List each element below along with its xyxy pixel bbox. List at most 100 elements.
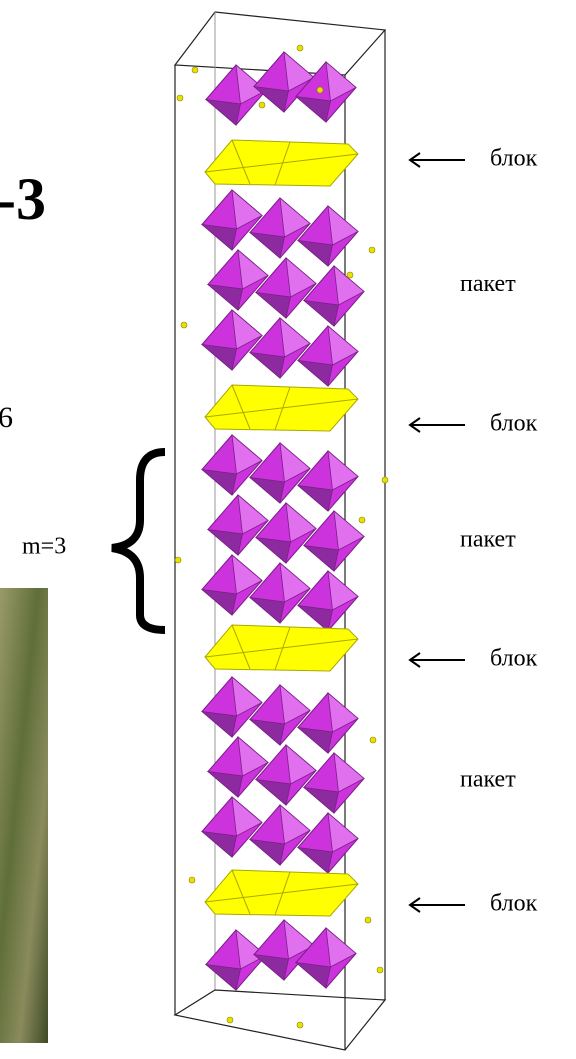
- octahedron-face: [254, 291, 291, 319]
- octahedron-face: [279, 562, 311, 603]
- octahedron-face: [279, 317, 311, 358]
- octahedron-face: [248, 838, 285, 866]
- octahedron-face: [333, 510, 365, 551]
- octahedron-face: [279, 442, 311, 483]
- photo: [0, 588, 48, 1043]
- octahedron-face: [204, 963, 241, 991]
- octahedron-face: [283, 919, 315, 960]
- arrow-head: [408, 652, 421, 668]
- octahedron-face: [206, 770, 243, 798]
- left-number: 6: [0, 401, 13, 434]
- octahedron-face: [333, 752, 365, 793]
- octahedron-face: [327, 325, 359, 366]
- octahedron-face: [200, 588, 237, 616]
- octahedron-face: [294, 95, 331, 123]
- octahedron-face: [237, 249, 269, 290]
- octahedron-face: [248, 351, 285, 379]
- labels: блок блок блок блок пакет пакет пакет: [408, 146, 538, 917]
- atom: [346, 271, 354, 279]
- octahedron-face: [231, 189, 263, 230]
- octahedron-face: [204, 98, 241, 126]
- atom: [364, 916, 372, 924]
- octahedron-face: [248, 476, 285, 504]
- layer-edge: [231, 624, 251, 670]
- layer-edge: [204, 153, 359, 173]
- octahedron-face: [254, 536, 291, 564]
- octahedron-face: [231, 434, 263, 475]
- block-label: блок: [490, 411, 538, 437]
- octahedron-face: [231, 676, 263, 717]
- octahedron-face: [200, 223, 237, 251]
- atom: [226, 1016, 234, 1024]
- atom: [296, 1021, 304, 1029]
- layer-edge: [274, 386, 291, 431]
- atom: [368, 246, 376, 254]
- atom: [376, 966, 384, 974]
- octahedron-face: [327, 570, 359, 611]
- block-label: блок: [490, 891, 538, 917]
- layer-edge: [204, 883, 359, 903]
- octahedron-face: [327, 692, 359, 733]
- octahedron-face: [248, 596, 285, 624]
- octahedron-face: [206, 528, 243, 556]
- octahedron-face: [200, 830, 237, 858]
- crystal-structure: [173, 11, 389, 1051]
- octahedron-face: [327, 812, 359, 853]
- octahedron-face: [235, 64, 267, 105]
- arrow-head: [408, 417, 421, 433]
- atom: [258, 101, 266, 109]
- octahedron-face: [325, 61, 357, 102]
- atom: [174, 556, 182, 564]
- octahedron-face: [237, 736, 269, 777]
- octahedron-face: [231, 554, 263, 595]
- octahedron-face: [327, 205, 359, 246]
- atom: [296, 44, 304, 52]
- packet-label: пакет: [460, 271, 516, 297]
- octahedron-face: [248, 718, 285, 746]
- atom: [381, 476, 389, 484]
- octahedron-face: [206, 283, 243, 311]
- atom: [191, 66, 199, 74]
- octahedron-face: [279, 197, 311, 238]
- layer-edge: [231, 869, 251, 915]
- layer-edge: [274, 141, 291, 186]
- atom: [316, 86, 324, 94]
- octahedron-face: [200, 710, 237, 738]
- octahedron-face: [200, 468, 237, 496]
- octahedron-face: [296, 604, 333, 632]
- octahedron-face: [285, 257, 317, 298]
- cell-edge: [173, 989, 387, 1051]
- arrow-head: [408, 152, 421, 168]
- left-title: -3: [0, 166, 46, 232]
- atom: [369, 736, 377, 744]
- octahedron-face: [279, 804, 311, 845]
- m-label: m=3: [22, 534, 66, 560]
- arrow-head: [408, 897, 421, 913]
- octahedron-face: [252, 85, 289, 113]
- octahedron-face: [325, 927, 357, 968]
- octahedron-face: [294, 961, 331, 989]
- octahedron-face: [302, 786, 339, 814]
- layer-edge: [204, 638, 359, 658]
- packet-label: пакет: [460, 767, 516, 793]
- octahedron-face: [333, 265, 365, 306]
- octahedron-face: [285, 744, 317, 785]
- packet-label: пакет: [460, 527, 516, 553]
- octahedron-face: [248, 231, 285, 259]
- octahedron-face: [296, 484, 333, 512]
- octahedron-face: [279, 684, 311, 725]
- octahedron-face: [296, 846, 333, 874]
- atom: [358, 516, 366, 524]
- layer-edge: [231, 139, 251, 185]
- octahedron-face: [302, 544, 339, 572]
- octahedron-face: [200, 343, 237, 371]
- octahedron-face: [296, 359, 333, 387]
- block-label: блок: [490, 646, 538, 672]
- layer-edge: [274, 871, 291, 916]
- layer-edge: [231, 384, 251, 430]
- atom: [180, 321, 188, 329]
- octahedron-face: [235, 929, 267, 970]
- layer-edge: [204, 398, 359, 418]
- brace: [111, 448, 166, 634]
